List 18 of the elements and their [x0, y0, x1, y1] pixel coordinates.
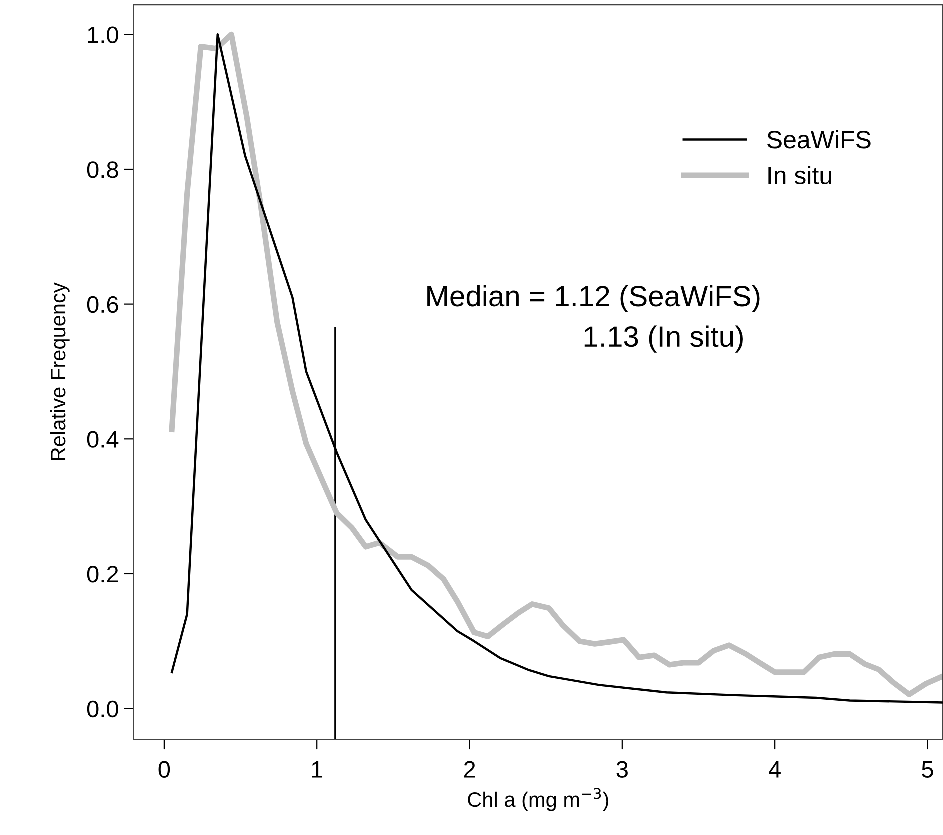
x-tick-label: 1 — [312, 762, 323, 778]
y-axis-title: Relative Frequency — [50, 282, 70, 460]
x-tick-label: 0 — [158, 761, 170, 778]
legend-label: In situ — [768, 166, 832, 185]
x-axis-title: Chl a (mg m$^{−3}$) — [468, 788, 608, 812]
y-tick-label: 0.2 — [87, 566, 118, 583]
y-tick-label: 0.8 — [87, 162, 118, 178]
y-tick-label: 0.4 — [87, 431, 119, 448]
y-tick-label: 0.6 — [87, 296, 118, 314]
annotation: Median = 1.12 (SeaWiFS) — [428, 285, 760, 313]
legend-label: SeaWiFS — [768, 130, 871, 149]
y-tick-label: 0.0 — [87, 700, 118, 718]
x-tick-label: 2 — [464, 761, 476, 778]
x-tick-label: 4 — [769, 762, 781, 778]
x-tick-label: 5 — [922, 762, 934, 778]
y-tick-label: 1.0 — [88, 26, 118, 44]
annotation: 1.13 (In situ) — [584, 326, 743, 353]
x-tick-label: 3 — [616, 761, 628, 778]
